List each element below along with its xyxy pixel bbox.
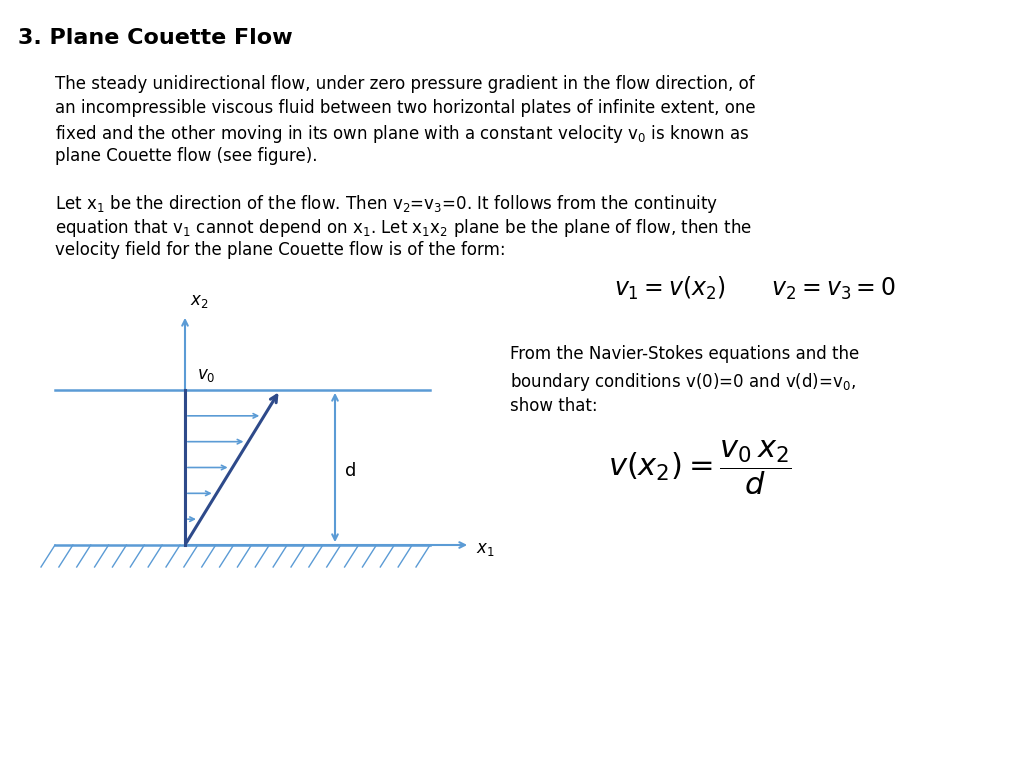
Text: equation that v$_1$ cannot depend on x$_1$. Let x$_1$x$_2$ plane be the plane of: equation that v$_1$ cannot depend on x$_… [55,217,753,239]
Text: $v_1 = v(x_2) \quad\quad v_2 = v_3 = 0$: $v_1 = v(x_2) \quad\quad v_2 = v_3 = 0$ [614,275,896,302]
Text: The steady unidirectional flow, under zero pressure gradient in the flow directi: The steady unidirectional flow, under ze… [55,75,755,93]
Text: fixed and the other moving in its own plane with a constant velocity v$_0$ is kn: fixed and the other moving in its own pl… [55,123,750,145]
Text: velocity field for the plane Couette flow is of the form:: velocity field for the plane Couette flo… [55,241,506,259]
Text: $x_1$: $x_1$ [476,540,495,558]
Text: d: d [345,463,356,480]
Text: an incompressible viscous fluid between two horizontal plates of infinite extent: an incompressible viscous fluid between … [55,99,756,117]
Text: show that:: show that: [510,397,598,415]
Text: boundary conditions v(0)=0 and v(d)=v$_0$,: boundary conditions v(0)=0 and v(d)=v$_0… [510,371,856,393]
Text: plane Couette flow (see figure).: plane Couette flow (see figure). [55,147,317,165]
Text: 3. Plane Couette Flow: 3. Plane Couette Flow [18,28,293,48]
Text: $v(x_2) = \dfrac{v_0\, x_2}{d}$: $v(x_2) = \dfrac{v_0\, x_2}{d}$ [608,438,792,496]
Text: From the Navier-Stokes equations and the: From the Navier-Stokes equations and the [510,345,859,363]
Text: $v_0$: $v_0$ [197,366,215,384]
Text: Let x$_1$ be the direction of the flow. Then v$_2$=v$_3$=0. It follows from the : Let x$_1$ be the direction of the flow. … [55,193,718,215]
Text: $x_2$: $x_2$ [190,292,209,310]
